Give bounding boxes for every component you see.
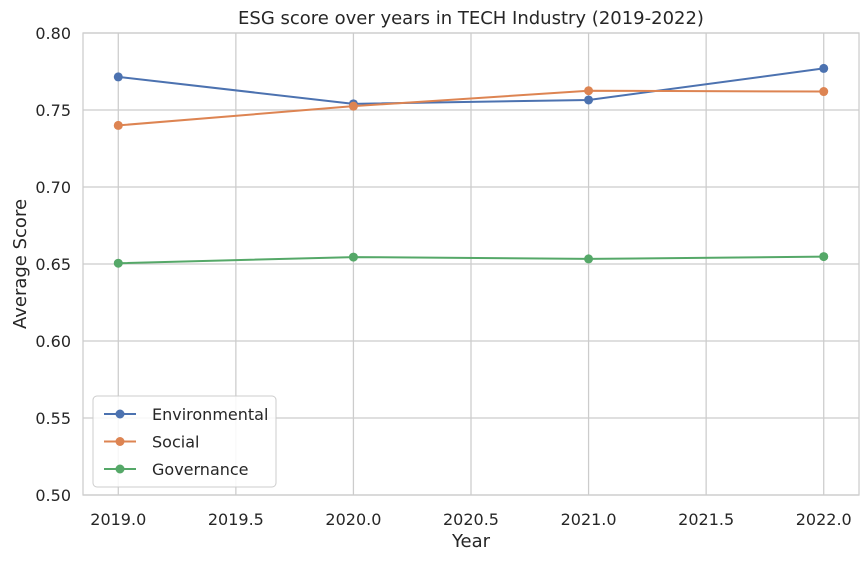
y-tick-label: 0.55 bbox=[35, 409, 71, 428]
legend: Environmental Social Governance bbox=[92, 395, 277, 488]
x-tick-labels: 2019.0 2019.5 2020.0 2020.5 2021.0 2021.5 2022… bbox=[90, 510, 851, 529]
y-tick-label: 0.70 bbox=[35, 178, 71, 197]
x-tick-label: 2022.0 bbox=[796, 510, 852, 529]
series-line bbox=[118, 255, 824, 265]
series-line bbox=[118, 67, 824, 105]
y-axis-label: Average Score bbox=[10, 199, 31, 329]
data-point bbox=[584, 86, 594, 96]
y-tick-label: 0.60 bbox=[35, 332, 71, 351]
series-governance bbox=[113, 252, 829, 268]
data-point bbox=[584, 95, 594, 105]
data-point bbox=[584, 254, 594, 264]
y-tick-label: 0.65 bbox=[35, 255, 71, 274]
data-point bbox=[113, 72, 123, 82]
series-line bbox=[118, 89, 824, 127]
data-point bbox=[113, 258, 123, 268]
legend-label: Governance bbox=[152, 460, 249, 479]
x-tick-label: 2020.0 bbox=[325, 510, 381, 529]
series-group bbox=[113, 63, 829, 268]
plot-frame bbox=[82, 32, 860, 496]
x-tick-label: 2019.0 bbox=[90, 510, 146, 529]
chart-title: ESG score over years in TECH Industry (2… bbox=[238, 8, 704, 29]
series-environmental bbox=[113, 63, 829, 109]
legend-item-environmental: Environmental bbox=[104, 405, 268, 424]
legend-item-governance: Governance bbox=[104, 460, 249, 479]
data-point bbox=[819, 63, 829, 73]
data-point bbox=[819, 87, 829, 97]
legend-swatch-marker bbox=[115, 464, 125, 474]
legend-swatch-marker bbox=[115, 409, 125, 419]
series-social bbox=[113, 86, 829, 130]
x-axis-label: Year bbox=[451, 531, 491, 552]
legend-swatch-marker bbox=[115, 437, 125, 446]
x-tick-label: 2021.0 bbox=[561, 510, 617, 529]
y-tick-label: 0.75 bbox=[35, 101, 71, 120]
legend-label: Environmental bbox=[152, 405, 268, 424]
x-tick-label: 2021.5 bbox=[678, 510, 734, 529]
x-tick-label: 2020.5 bbox=[443, 510, 499, 529]
data-point bbox=[113, 120, 123, 130]
data-point bbox=[348, 252, 358, 262]
legend-label: Social bbox=[152, 433, 199, 452]
y-tick-labels: 0.50 0.55 0.60 0.65 0.70 0.75 0.80 bbox=[35, 24, 71, 505]
data-point bbox=[348, 101, 358, 111]
x-tick-label: 2019.5 bbox=[208, 510, 264, 529]
y-tick-label: 0.80 bbox=[35, 24, 71, 43]
legend-item-social: Social bbox=[104, 433, 199, 452]
data-point bbox=[819, 252, 829, 262]
legend-box bbox=[92, 395, 277, 488]
y-tick-label: 0.50 bbox=[35, 486, 71, 505]
